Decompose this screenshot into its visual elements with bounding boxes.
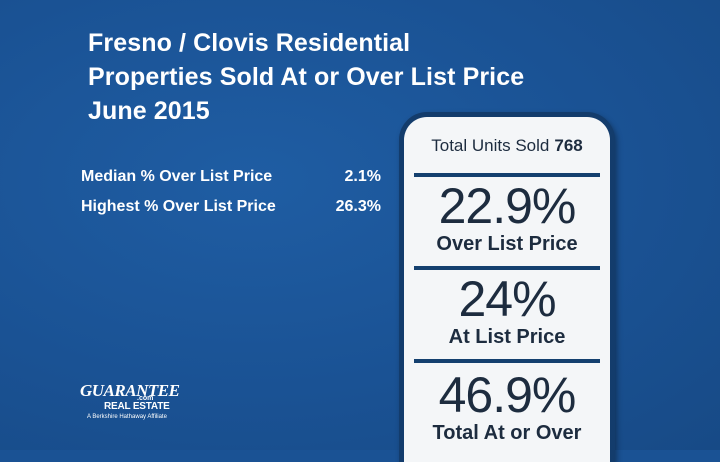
stat-value: 26.3% (335, 198, 381, 215)
total-units-header: Total Units Sold 768 (404, 117, 610, 173)
divider (414, 266, 600, 270)
stat-block-over: 22.9% Over List Price (404, 177, 610, 266)
title-line-1: Fresno / Clovis Residential (88, 29, 411, 57)
logo-subtitle: REAL ESTATE (104, 401, 170, 412)
stat-block-percent: 24% (458, 271, 556, 327)
logo-com: .com (137, 395, 154, 402)
stats-list: Median % Over List Price 2.1% Highest % … (81, 166, 381, 226)
company-logo: GUARANTEE .com REAL ESTATE A Berkshire H… (80, 381, 200, 431)
stat-block-caption: Total At or Over (432, 422, 582, 444)
total-units-value: 768 (554, 136, 583, 155)
stat-block-caption: At List Price (448, 326, 566, 348)
title-line-2: Properties Sold At or Over List Price (88, 63, 525, 91)
summary-panel: Total Units Sold 768 22.9% Over List Pri… (399, 112, 615, 462)
stat-block-total: 46.9% Total At or Over (404, 363, 610, 462)
stat-value: 2.1% (344, 168, 381, 185)
logo-tagline: A Berkshire Hathaway Affiliate (87, 414, 167, 420)
stat-block-percent: 22.9% (438, 178, 577, 234)
title-line-3: June 2015 (88, 97, 210, 125)
logo-wordmark: GUARANTEE (80, 381, 180, 400)
stat-block-caption: Over List Price (436, 233, 578, 255)
stat-label: Median % Over List Price (81, 168, 273, 185)
stat-label: Highest % Over List Price (81, 198, 276, 215)
stat-row-median: Median % Over List Price 2.1% (81, 166, 381, 196)
stat-block-percent: 46.9% (438, 367, 577, 423)
stat-row-highest: Highest % Over List Price 26.3% (81, 196, 381, 226)
total-units-label: Total Units Sold (431, 136, 550, 155)
stat-block-at: 24% At List Price (404, 270, 610, 359)
page-title: Fresno / Clovis Residential Properties S… (88, 26, 558, 128)
divider (414, 359, 600, 363)
divider (414, 173, 600, 177)
